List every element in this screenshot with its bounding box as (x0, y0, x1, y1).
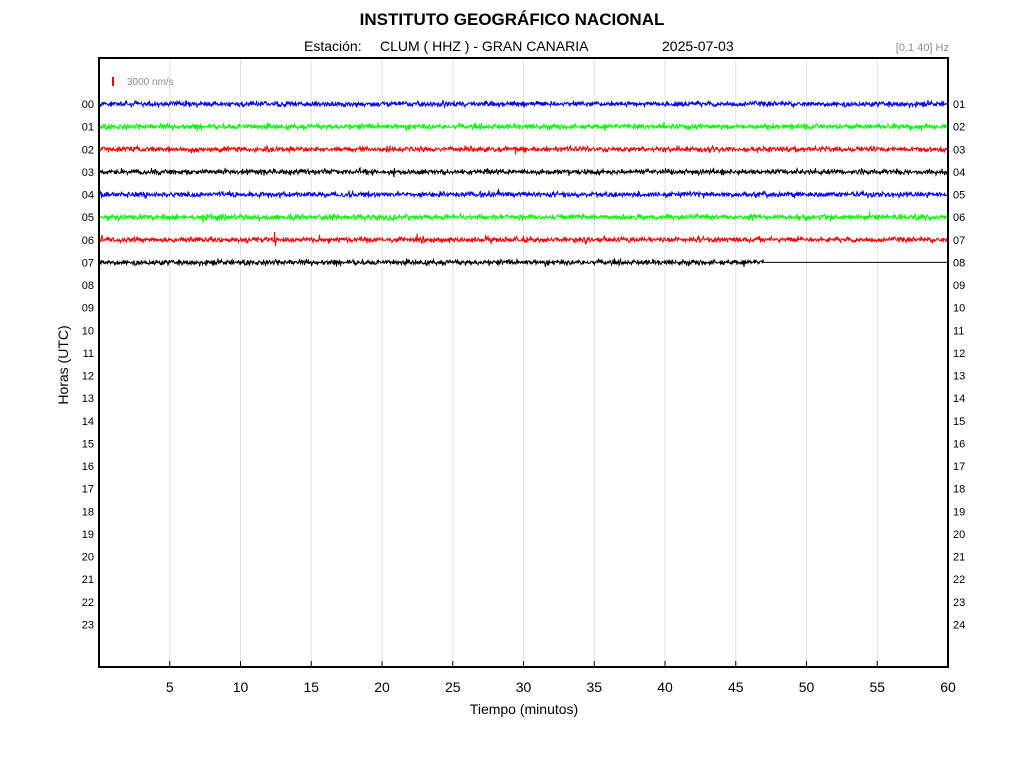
hour-label-left: 22 (82, 597, 94, 609)
hour-label-right: 17 (953, 461, 965, 473)
hour-label-right: 11 (953, 325, 964, 337)
hour-label-right: 07 (953, 235, 965, 247)
hour-label-right: 08 (953, 257, 965, 269)
hour-label-right: 22 (953, 574, 965, 586)
x-tick-label: 15 (303, 679, 319, 695)
x-tick-label: 60 (940, 679, 956, 695)
hour-label-left: 12 (82, 371, 94, 383)
x-tick-label: 20 (374, 679, 390, 695)
hour-label-right: 05 (953, 190, 965, 202)
hour-label-right: 16 (953, 438, 965, 450)
hour-label-left: 15 (82, 438, 94, 450)
hour-label-right: 12 (953, 348, 965, 360)
filter-band: [0.1 40] Hz (895, 42, 949, 54)
hour-label-right: 19 (953, 506, 965, 518)
x-tick-label: 25 (445, 679, 461, 695)
hour-label-left: 09 (82, 303, 94, 315)
hour-label-left: 14 (82, 416, 94, 428)
trace-hour-04 (99, 188, 949, 200)
hour-label-left: 00 (82, 99, 94, 111)
hour-label-right: 03 (953, 144, 965, 156)
x-tick-label: 40 (657, 679, 673, 695)
hour-label-right: 23 (953, 597, 965, 609)
x-axis-label: Tiempo (minutos) (470, 701, 578, 717)
hour-label-left: 08 (82, 280, 94, 292)
y-axis-label: Horas (UTC) (55, 325, 71, 404)
x-axis-ticks: 5 10 15 20 25 30 35 40 45 50 55 60 (166, 661, 956, 695)
trace-hour-00 (99, 99, 949, 109)
hour-label-right: 13 (953, 371, 965, 383)
hour-label-left: 03 (82, 167, 94, 179)
trace-hour-07 (99, 257, 765, 268)
right-hour-labels: 01 02 03 04 05 06 07 08 09 10 11 12 13 14 15 16 17 18 19 20… (953, 99, 965, 631)
hour-label-right: 18 (953, 484, 965, 496)
hour-label-left: 20 (82, 552, 94, 564)
hour-label-left: 17 (82, 484, 94, 496)
trace-hour-06 (99, 232, 949, 246)
hour-label-right: 02 (953, 122, 965, 134)
x-tick-label: 45 (728, 679, 744, 695)
hour-label-left: 18 (82, 506, 94, 518)
hour-label-left: 02 (82, 144, 94, 156)
hour-label-left: 01 (82, 122, 94, 134)
hour-label-right: 06 (953, 212, 965, 224)
x-tick-label: 50 (799, 679, 815, 695)
trace-hour-01 (99, 121, 949, 132)
x-tick-label: 10 (233, 679, 249, 695)
seismic-traces (99, 99, 949, 268)
scale-label: 3000 nm/s (127, 77, 174, 88)
x-tick-label: 55 (869, 679, 885, 695)
hour-label-left: 06 (82, 235, 94, 247)
hour-label-right: 21 (953, 552, 965, 564)
hour-label-left: 16 (82, 461, 94, 473)
hour-label-right: 04 (953, 167, 965, 179)
hour-label-right: 20 (953, 529, 965, 541)
station-label: Estación: (304, 38, 362, 54)
hour-label-right: 10 (953, 303, 965, 315)
hour-label-left: 23 (82, 619, 94, 631)
trace-hour-05 (99, 211, 949, 223)
station-name: CLUM ( HHZ ) - GRAN CANARIA (380, 38, 589, 54)
x-tick-label: 5 (166, 679, 174, 695)
vertical-gridlines (169, 58, 878, 667)
left-hour-labels: 00 01 02 03 04 05 06 07 08 09 10 11 12 13 14 15 16 17 18 19… (82, 99, 94, 631)
hour-label-right: 24 (953, 619, 965, 631)
hour-label-left: 21 (82, 574, 94, 586)
hour-label-right: 15 (953, 416, 965, 428)
hour-label-left: 10 (82, 325, 94, 337)
hour-label-left: 05 (82, 212, 94, 224)
x-tick-label: 35 (586, 679, 602, 695)
chart-title: INSTITUTO GEOGRÁFICO NACIONAL (359, 10, 665, 29)
trace-hour-03 (99, 166, 949, 178)
chart-date: 2025-07-03 (662, 38, 734, 54)
x-tick-label: 30 (516, 679, 532, 695)
hour-label-right: 01 (953, 99, 965, 111)
hour-label-left: 11 (83, 348, 94, 360)
hour-label-left: 04 (82, 190, 94, 202)
hour-label-left: 07 (82, 257, 94, 269)
trace-hour-02 (99, 144, 949, 155)
hour-label-right: 14 (953, 393, 965, 405)
hour-label-right: 09 (953, 280, 965, 292)
hour-label-left: 13 (82, 393, 94, 405)
scale-bar (112, 77, 114, 86)
hour-label-left: 19 (82, 529, 94, 541)
